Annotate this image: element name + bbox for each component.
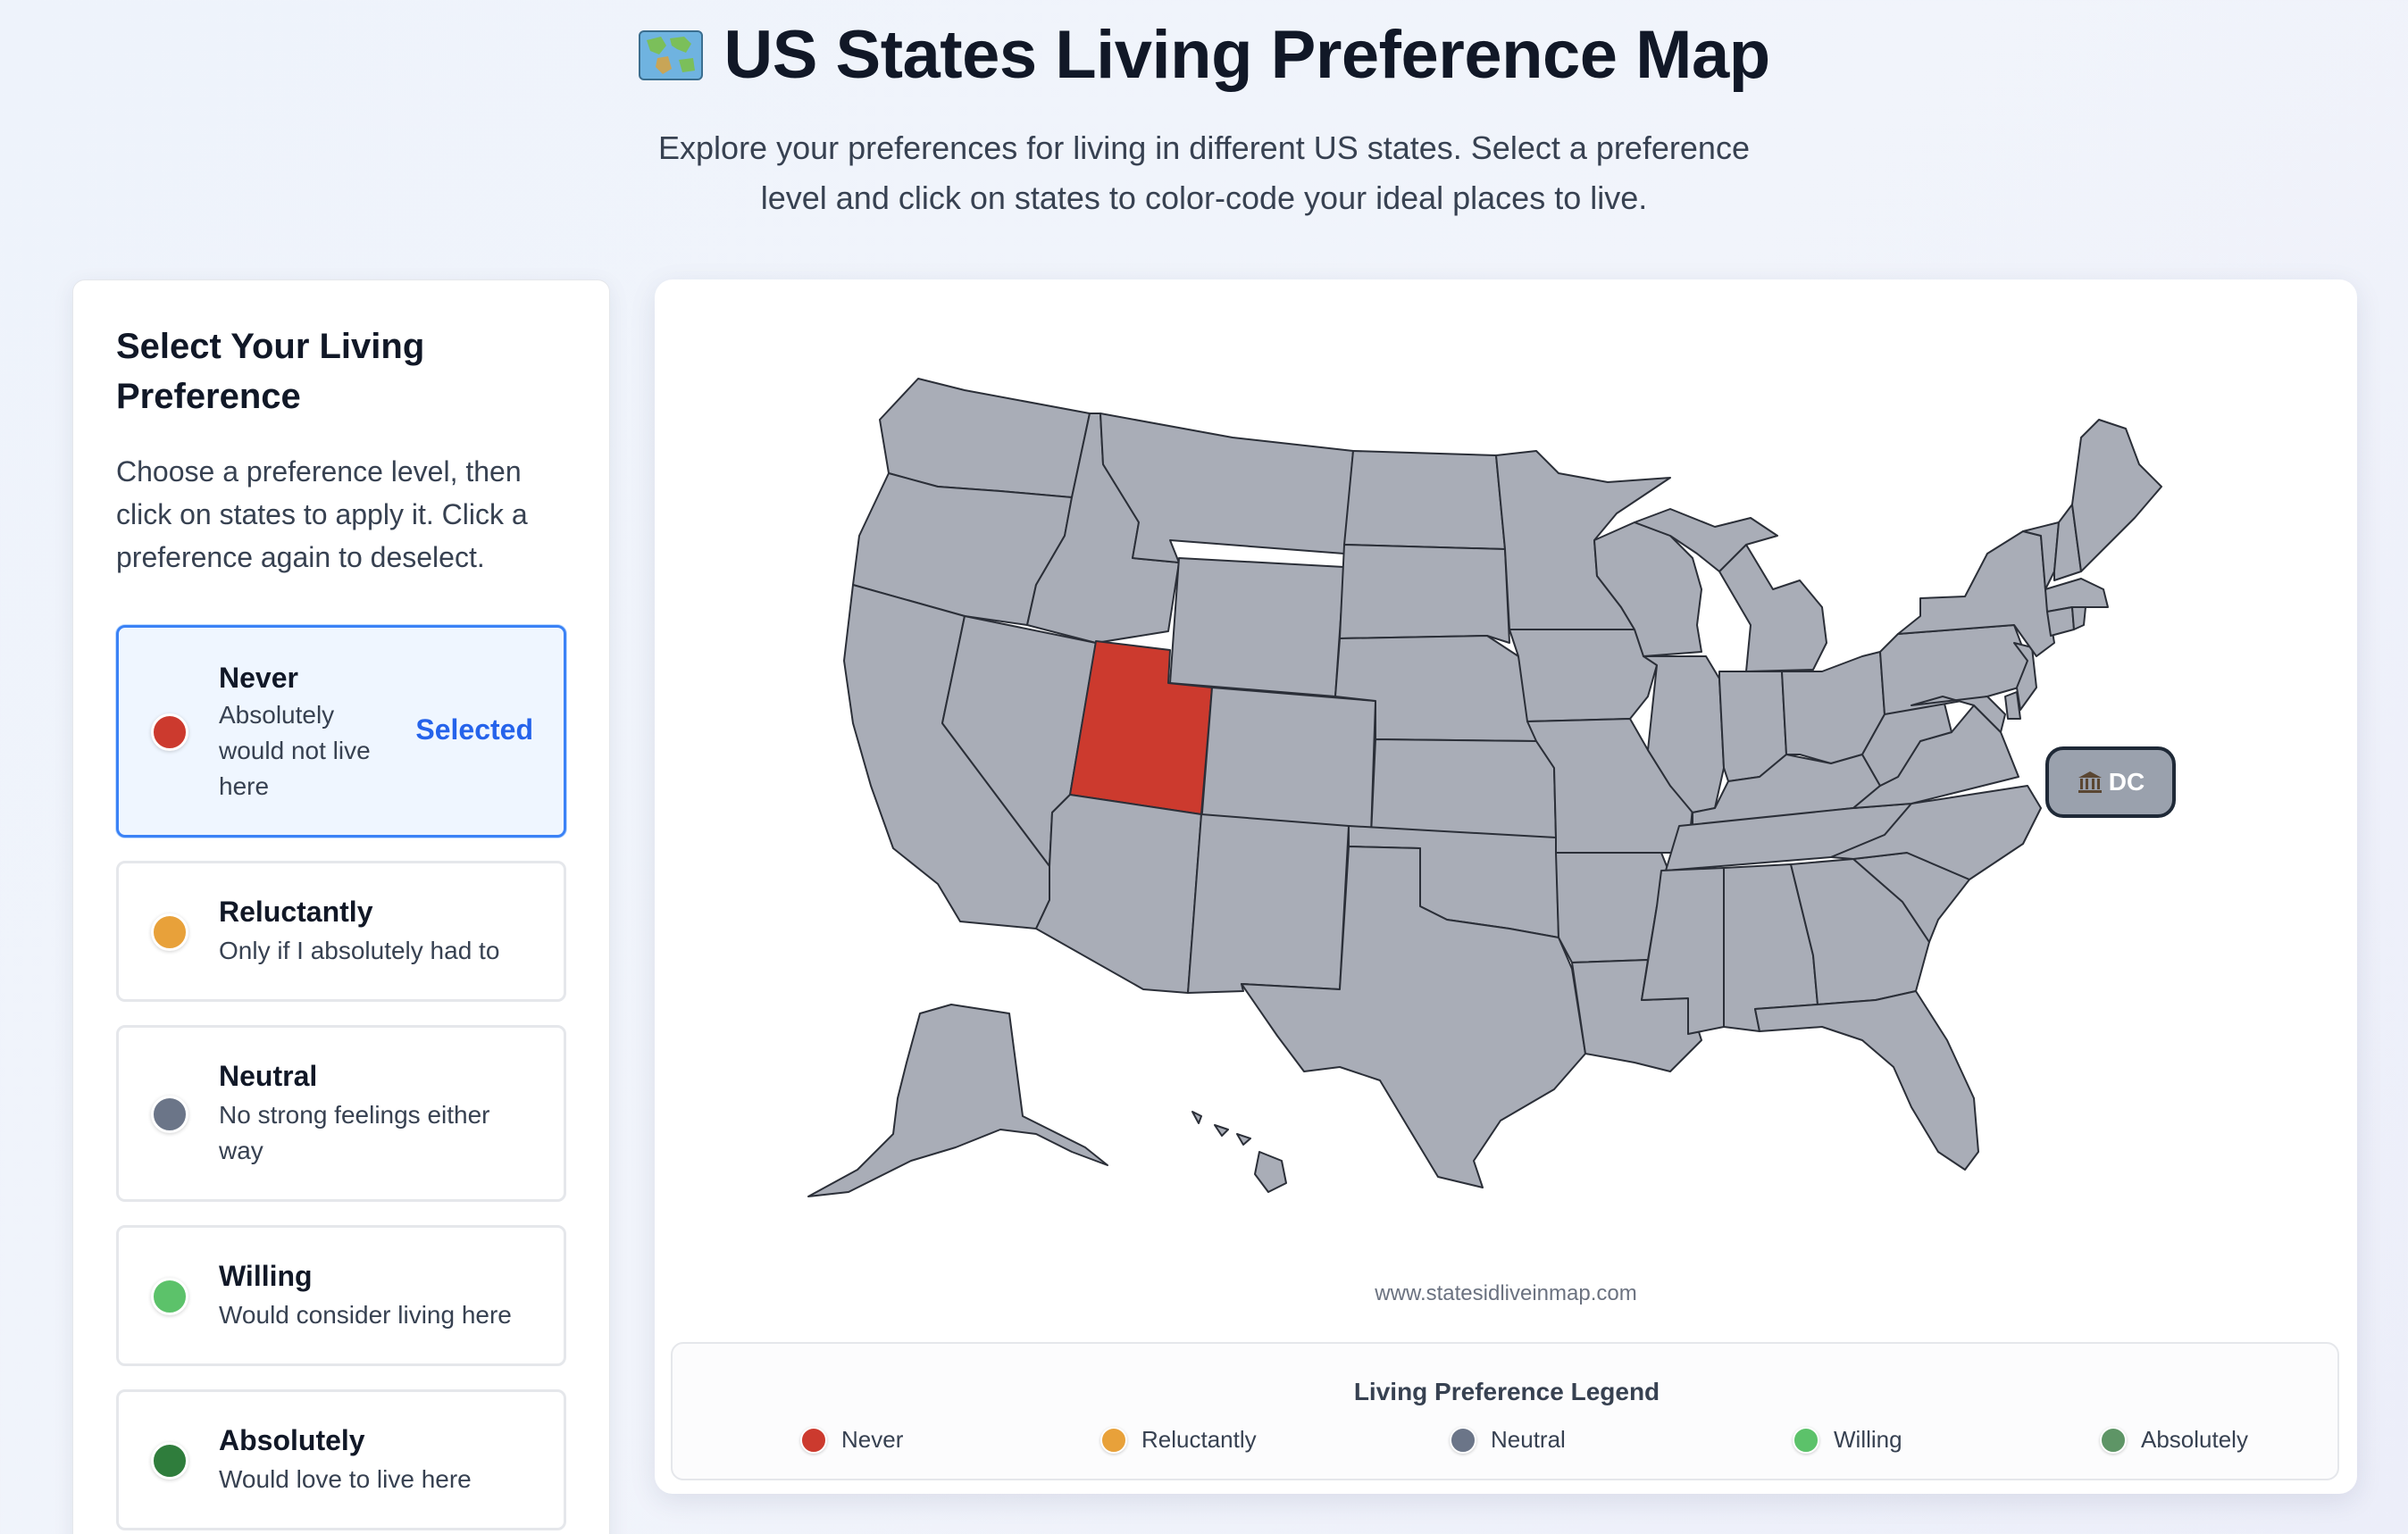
state-CT[interactable]	[2046, 606, 2075, 637]
preference-name: Absolutely	[219, 1424, 365, 1456]
dc-button[interactable]: DC	[2045, 746, 2176, 818]
legend-dot	[1793, 1426, 1819, 1454]
legend-dot	[1100, 1426, 1127, 1454]
preference-name: Reluctantly	[219, 896, 373, 928]
state-MI-upper[interactable]	[1634, 508, 1778, 572]
state-WY[interactable]	[1169, 557, 1345, 697]
state-MI[interactable]	[1718, 544, 1827, 672]
legend-dot	[2100, 1426, 2127, 1454]
state-NC[interactable]	[1830, 785, 2042, 880]
legend-label: Willing	[1834, 1426, 1902, 1453]
legend-item-willing: Willing	[1793, 1426, 1902, 1454]
state-FL[interactable]	[1754, 990, 1979, 1171]
page-title-text: US States Living Preference Map	[723, 17, 1770, 93]
building-icon	[2078, 771, 2102, 793]
map-panel: DC www.statesidliveinmap.com Living Pref…	[655, 279, 2357, 1494]
preference-description: Only if I absolutely had to	[219, 937, 500, 964]
dc-label: DC	[2108, 768, 2145, 796]
sidebar-title: Select Your Living Preference	[116, 327, 425, 416]
absolutely-color-dot	[151, 1442, 188, 1480]
state-CO[interactable]	[1200, 687, 1376, 836]
legend-label: Never	[841, 1426, 904, 1453]
state-NM[interactable]	[1187, 813, 1350, 994]
preference-description: Absolutely would not live here	[219, 701, 371, 800]
preference-option-never[interactable]: Never Absolutely would not live here Sel…	[116, 625, 566, 838]
legend-label: Absolutely	[2141, 1426, 2248, 1453]
preference-name: Willing	[219, 1260, 313, 1292]
preference-name: Never	[219, 662, 298, 694]
state-VT[interactable]	[2022, 521, 2060, 590]
state-AZ[interactable]	[1035, 794, 1202, 994]
state-HI[interactable]	[1191, 1111, 1287, 1193]
state-MT[interactable]	[1099, 413, 1354, 563]
state-ND[interactable]	[1343, 450, 1506, 550]
never-color-dot	[151, 713, 188, 751]
state-SD[interactable]	[1339, 544, 1510, 644]
preference-option-reluctantly[interactable]: Reluctantly Only if I absolutely had to	[116, 861, 566, 1002]
state-DE[interactable]	[2004, 691, 2021, 720]
preference-name: Neutral	[219, 1060, 318, 1092]
selected-indicator: Selected	[415, 713, 533, 746]
legend-dot	[800, 1426, 827, 1454]
map-legend: Living Preference Legend Never Reluctant…	[671, 1342, 2339, 1480]
legend-item-absolutely: Absolutely	[2100, 1426, 2248, 1454]
reluctantly-color-dot	[151, 913, 188, 951]
legend-dot	[1450, 1426, 1476, 1454]
preference-option-neutral[interactable]: Neutral No strong feelings either way	[116, 1025, 566, 1202]
preference-description: No strong feelings either way	[219, 1101, 490, 1164]
legend-item-reluctantly: Reluctantly	[1100, 1426, 1257, 1454]
state-IA[interactable]	[1509, 629, 1658, 722]
state-KS[interactable]	[1370, 738, 1557, 838]
state-ME[interactable]	[2071, 419, 2162, 572]
page-title: US States Living Preference Map	[0, 16, 2408, 94]
preference-description: Would love to live here	[219, 1465, 472, 1493]
state-TX[interactable]	[1241, 846, 1586, 1188]
preference-description: Would consider living here	[219, 1301, 512, 1329]
willing-color-dot	[151, 1278, 188, 1315]
state-AK[interactable]	[807, 1004, 1108, 1197]
page-subtitle: Explore your preferences for living in d…	[658, 129, 1750, 216]
us-map	[807, 378, 2162, 1197]
neutral-color-dot	[151, 1096, 188, 1133]
legend-label: Neutral	[1491, 1426, 1566, 1453]
map-watermark: www.statesidliveinmap.com	[1375, 1281, 1637, 1305]
world-map-icon	[639, 29, 704, 80]
legend-item-neutral: Neutral	[1450, 1426, 1566, 1454]
preference-option-willing[interactable]: Willing Would consider living here	[116, 1225, 566, 1366]
preference-sidebar: Select Your Living Preference Choose a p…	[72, 279, 610, 1534]
legend-title: Living Preference Legend	[1353, 1378, 1660, 1405]
legend-item-never: Never	[800, 1426, 903, 1454]
preference-option-absolutely[interactable]: Absolutely Would love to live here	[116, 1389, 566, 1530]
state-RI[interactable]	[2071, 606, 2086, 630]
sidebar-description: Choose a preference level, then click on…	[116, 455, 528, 573]
legend-label: Reluctantly	[1141, 1426, 1257, 1453]
state-MD[interactable]	[1911, 696, 2006, 733]
